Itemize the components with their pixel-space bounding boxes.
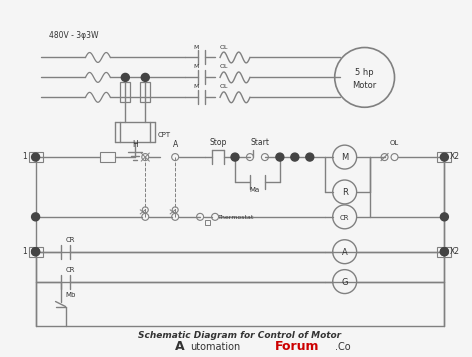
Circle shape xyxy=(440,248,448,256)
Circle shape xyxy=(291,153,299,161)
Bar xyxy=(29,247,42,257)
Text: R: R xyxy=(342,188,347,197)
Bar xyxy=(101,152,115,162)
Text: Forum: Forum xyxy=(275,340,320,353)
Circle shape xyxy=(306,153,314,161)
Text: G: G xyxy=(341,278,348,287)
Text: 480V - 3φ3W: 480V - 3φ3W xyxy=(49,31,98,40)
Text: 5 hp: 5 hp xyxy=(355,68,374,77)
Circle shape xyxy=(276,153,284,161)
Text: OL: OL xyxy=(220,84,228,89)
Circle shape xyxy=(440,213,448,221)
Bar xyxy=(205,220,210,225)
Text: OL: OL xyxy=(220,64,228,69)
Text: CPT: CPT xyxy=(157,132,170,138)
Text: .Co: .Co xyxy=(335,342,350,352)
Text: Stop: Stop xyxy=(210,138,227,147)
Text: Schematic Diagram for Control of Motor: Schematic Diagram for Control of Motor xyxy=(138,331,342,340)
Text: utomation: utomation xyxy=(190,342,240,352)
Bar xyxy=(140,82,150,102)
Text: Thermostat: Thermostat xyxy=(218,215,254,220)
Text: OL: OL xyxy=(220,45,228,50)
Text: CR: CR xyxy=(340,215,349,221)
Circle shape xyxy=(141,74,149,81)
Circle shape xyxy=(32,248,40,256)
Bar xyxy=(438,247,451,257)
Text: A: A xyxy=(173,140,178,149)
Text: OL: OL xyxy=(390,140,399,146)
Circle shape xyxy=(32,213,40,221)
Text: A: A xyxy=(342,248,347,257)
Text: A: A xyxy=(175,340,185,353)
Bar xyxy=(29,152,42,162)
Text: Mb: Mb xyxy=(65,292,76,297)
Text: X2: X2 xyxy=(449,247,459,256)
Circle shape xyxy=(231,153,239,161)
Text: M: M xyxy=(194,84,199,89)
Circle shape xyxy=(32,248,40,256)
Text: 1: 1 xyxy=(23,152,27,161)
Text: 1: 1 xyxy=(23,247,27,256)
Text: X2: X2 xyxy=(449,152,459,161)
Circle shape xyxy=(32,153,40,161)
Text: CR: CR xyxy=(66,267,75,273)
Circle shape xyxy=(440,248,448,256)
Text: Motor: Motor xyxy=(353,81,377,90)
Text: Ma: Ma xyxy=(250,187,260,193)
Text: M: M xyxy=(341,153,348,162)
Text: M: M xyxy=(194,64,199,69)
Circle shape xyxy=(440,153,448,161)
Text: CR: CR xyxy=(66,237,75,243)
Text: M: M xyxy=(194,45,199,50)
Bar xyxy=(120,82,130,102)
Bar xyxy=(438,152,451,162)
Text: Start: Start xyxy=(251,138,270,147)
Text: H: H xyxy=(133,140,138,149)
Circle shape xyxy=(121,74,129,81)
